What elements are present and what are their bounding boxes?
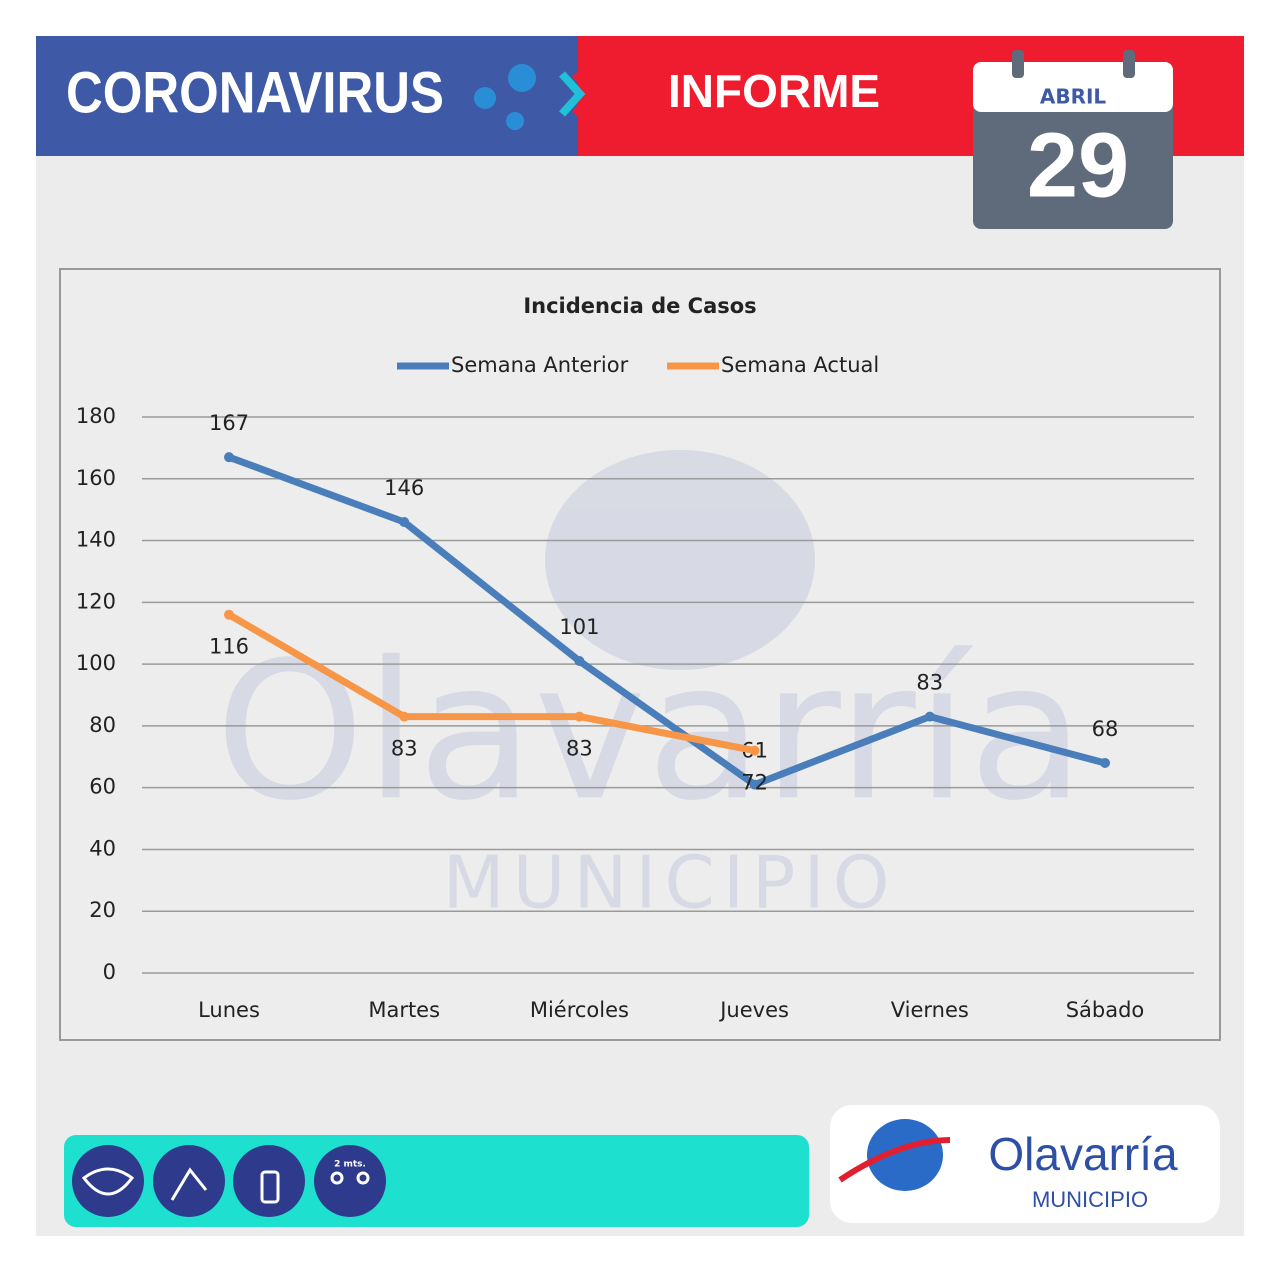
calendar-month: ABRIL	[1040, 85, 1107, 109]
prevention-icons	[72, 1145, 386, 1217]
data-label: 116	[209, 635, 249, 659]
y-tick-label: 60	[89, 775, 116, 799]
y-tick-label: 160	[76, 466, 116, 490]
logo-swoosh	[838, 1137, 951, 1183]
data-label: 101	[559, 615, 599, 639]
y-tick-label: 100	[76, 651, 116, 675]
x-tick-label: Jueves	[718, 998, 789, 1022]
data-label: 68	[1092, 717, 1119, 741]
data-label: 83	[916, 671, 943, 695]
x-tick-label: Viernes	[891, 998, 969, 1022]
point	[399, 711, 410, 722]
point	[574, 656, 585, 667]
y-tick-label: 120	[76, 589, 116, 613]
point	[749, 745, 760, 756]
data-label: 72	[741, 771, 768, 795]
point	[924, 711, 935, 722]
chart-title: Incidencia de Casos	[523, 294, 756, 318]
point	[224, 452, 234, 463]
x-tick-label: Miércoles	[530, 998, 629, 1022]
y-tick-label: 0	[103, 960, 116, 984]
point	[399, 517, 410, 528]
point	[224, 609, 234, 620]
header-subtitle: INFORME	[668, 65, 880, 117]
x-tick-label: Sábado	[1066, 998, 1145, 1022]
x-tick-label: Martes	[368, 998, 440, 1022]
y-tick-label: 40	[89, 836, 116, 860]
chevron	[572, 71, 599, 117]
virus-icons	[474, 64, 536, 130]
data-label: 83	[566, 737, 593, 761]
plot: 0 20 40 60 80 100 120 140 160 180 Lunes Martes Miérc…	[76, 353, 1194, 1022]
y-tick-label: 140	[76, 528, 116, 552]
calendar-day: 29	[1027, 114, 1129, 216]
series-line	[227, 453, 1106, 789]
x-tick-label: Lunes	[198, 998, 260, 1022]
logo-mark	[867, 1119, 943, 1191]
legend-label: Semana Anterior	[451, 353, 629, 377]
logo-sub: MUNICIPIO	[1032, 1187, 1148, 1212]
calendar: ABRIL 29	[973, 50, 1173, 229]
watermark: Olavarría MUNICIPIO	[215, 450, 1085, 925]
legend-label: Semana Actual	[721, 353, 879, 377]
data-label: 83	[391, 737, 418, 761]
icon-glyphs	[81, 1167, 370, 1204]
chevron	[559, 71, 586, 117]
data-label: 146	[384, 476, 424, 500]
y-tick-label: 80	[89, 713, 116, 737]
data-label: 167	[209, 411, 249, 435]
point	[749, 779, 760, 790]
distance-label: 2 mts.	[334, 1160, 366, 1170]
y-tick-label: 180	[76, 404, 116, 428]
series-line	[227, 611, 756, 755]
logo-name: Olavarría	[988, 1128, 1178, 1180]
point	[1100, 757, 1110, 768]
y-tick-label: 20	[89, 898, 116, 922]
header-title: CORONAVIRUS	[66, 60, 444, 125]
point	[574, 711, 585, 722]
